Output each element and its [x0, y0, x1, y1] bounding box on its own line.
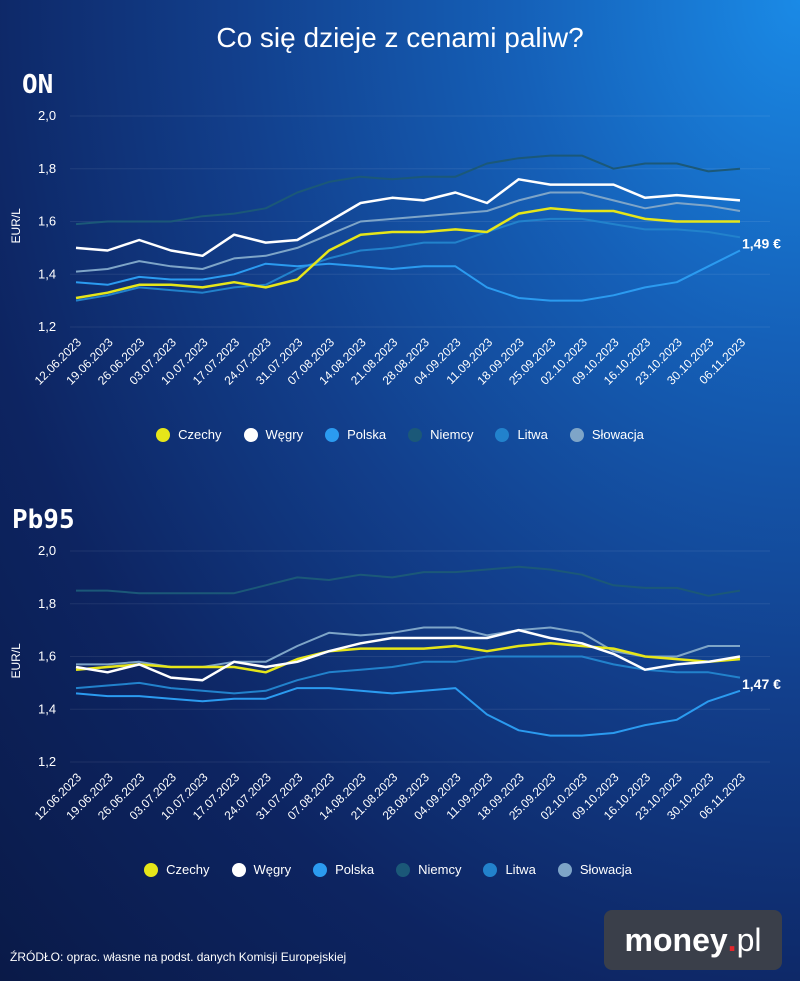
polska-last-value-label: 1,49 € — [742, 236, 781, 252]
chart-pb95: 2,01,81,61,41,2EUR/L12.06.202319.06.2023… — [9, 543, 781, 823]
series-line-niemcy — [76, 565, 741, 597]
series-line-czechy — [75, 207, 740, 300]
y-tick-label: 1,8 — [38, 596, 56, 611]
chart-title-on: ON — [22, 70, 54, 100]
legend-marker-icon — [408, 427, 423, 442]
legend-item: Niemcy — [396, 862, 461, 877]
legend-on: Czechy Węgry Polska Niemcy Litwa Słowacja — [0, 427, 800, 442]
legend-item: Słowacja — [569, 427, 644, 442]
series-line-polska — [75, 249, 741, 302]
series-line-polska — [75, 687, 741, 737]
y-tick-label: 2,0 — [38, 108, 56, 123]
legend-label: Polska — [335, 862, 375, 877]
legend-marker-icon — [243, 427, 258, 442]
y-tick-label: 1,6 — [38, 214, 56, 229]
legend-label: Słowacja — [591, 427, 644, 442]
legend-marker-icon — [144, 862, 159, 877]
y-tick-label: 1,8 — [38, 161, 56, 176]
legend-label: Czechy — [178, 427, 222, 442]
chart-title-pb95: Pb95 — [12, 505, 75, 535]
legend-item: Litwa — [495, 427, 548, 442]
series-line-słowacja — [76, 626, 740, 668]
source-note: ŹRÓDŁO: oprac. własne na podst. danych K… — [10, 950, 347, 964]
legend-item: Węgry — [231, 862, 292, 877]
money-pl-logo: money. pl — [604, 910, 782, 970]
y-axis-label: EUR/L — [9, 208, 23, 244]
legend-label: Węgry — [265, 427, 304, 442]
legend-marker-icon — [483, 862, 498, 877]
legend-marker-icon — [495, 427, 510, 442]
series-line-litwa — [75, 655, 741, 695]
y-tick-label: 1,2 — [38, 319, 56, 334]
legend-item: Słowacja — [557, 862, 632, 877]
legend-marker-icon — [231, 862, 246, 877]
legend-label: Niemcy — [430, 427, 474, 442]
series-line-niemcy — [75, 154, 741, 226]
legend-marker-icon — [396, 862, 411, 877]
legend-item: Litwa — [483, 862, 536, 877]
legend-label: Litwa — [505, 862, 536, 877]
polska-last-value-label: 1,47 € — [742, 676, 781, 692]
chart-on: 2,01,81,61,41,2EUR/L12.06.202319.06.2023… — [9, 108, 781, 388]
series-line-węgry — [75, 178, 741, 258]
series-line-słowacja — [75, 191, 741, 273]
legend-label: Czechy — [166, 862, 210, 877]
legend-marker-icon — [557, 862, 572, 877]
legend-item: Węgry — [243, 427, 304, 442]
legend-marker-icon — [156, 427, 171, 442]
legend-label: Węgry — [253, 862, 292, 877]
legend-item: Polska — [325, 427, 386, 442]
y-tick-label: 1,4 — [38, 266, 56, 281]
legend-pb95: Czechy Węgry Polska Niemcy Litwa Słowacja — [0, 862, 788, 877]
legend-marker-icon — [313, 862, 328, 877]
y-tick-label: 1,6 — [38, 649, 56, 664]
y-tick-label: 2,0 — [38, 543, 56, 558]
legend-label: Polska — [347, 427, 387, 442]
legend-item: Czechy — [156, 427, 222, 442]
legend-label: Niemcy — [418, 862, 462, 877]
series-line-litwa — [75, 217, 741, 302]
y-axis-label: EUR/L — [9, 643, 23, 679]
y-tick-label: 1,2 — [38, 754, 56, 769]
legend-label: Słowacja — [579, 862, 632, 877]
legend-item: Polska — [313, 862, 374, 877]
series-line-węgry — [75, 628, 741, 682]
series-line-czechy — [75, 642, 741, 674]
legend-label: Litwa — [517, 427, 548, 442]
legend-item: Niemcy — [408, 427, 473, 442]
legend-marker-icon — [569, 427, 584, 442]
y-tick-label: 1,4 — [38, 701, 56, 716]
legend-item: Czechy — [144, 862, 210, 877]
infographic-title: Co się dzieje z cenami paliw? — [216, 22, 584, 53]
legend-marker-icon — [325, 427, 340, 442]
